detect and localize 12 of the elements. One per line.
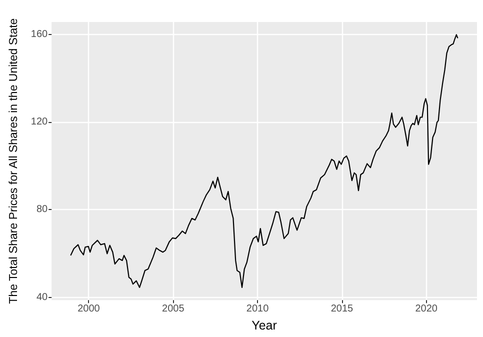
x-tick-label: 2005 bbox=[162, 304, 185, 315]
x-axis-title: Year bbox=[252, 318, 277, 332]
y-tick-label: 160 bbox=[30, 28, 48, 40]
x-tick-label: 2020 bbox=[415, 304, 438, 315]
y-tick-label: 40 bbox=[36, 292, 48, 303]
x-tick-label: 2000 bbox=[78, 304, 100, 315]
line-series bbox=[70, 34, 458, 288]
y-axis-title: The Total Share Prices for All Shares in the United State bbox=[8, 18, 20, 304]
y-tick-label: 120 bbox=[30, 116, 48, 128]
x-tick-label: 2010 bbox=[246, 304, 270, 315]
x-tick-label: 2015 bbox=[330, 304, 354, 315]
y-tick-label: 80 bbox=[36, 204, 48, 216]
